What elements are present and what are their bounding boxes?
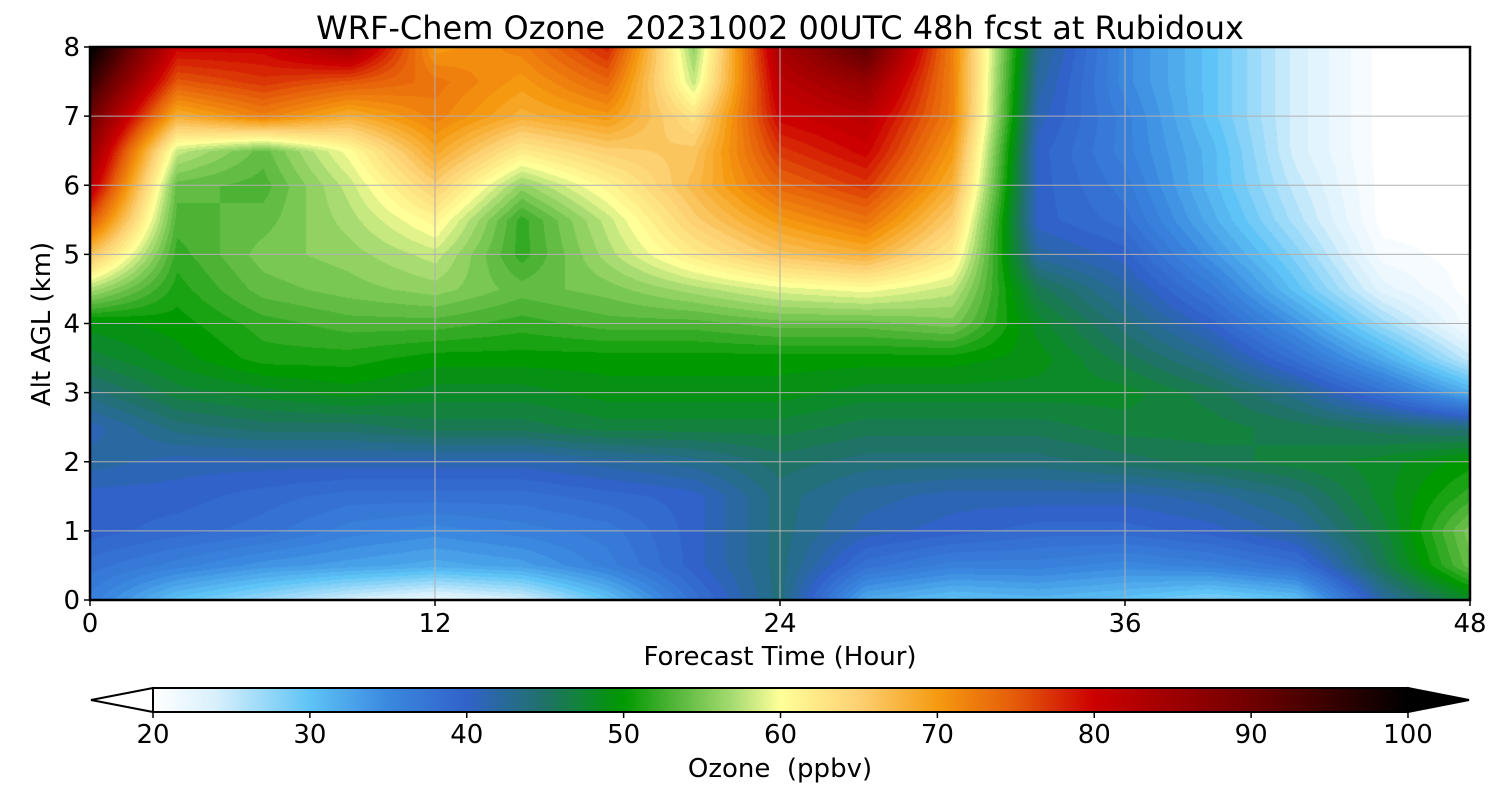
y-tick-label: 6 (63, 171, 80, 201)
plot-area (88, 45, 1472, 602)
x-axis-label: Forecast Time (Hour) (643, 642, 916, 672)
y-tick-label: 7 (63, 102, 80, 132)
colorbar-tick-label: 50 (607, 720, 640, 750)
chart-title: WRF-Chem Ozone 20231002 00UTC 48h fcst a… (316, 9, 1244, 47)
y-tick-label: 2 (63, 448, 80, 478)
x-tick-label: 24 (763, 609, 796, 639)
x-tick-label: 36 (1108, 609, 1141, 639)
colorbar: 20 30 40 50 60 70 80 90 100 Ozone (ppbv) (90, 686, 1470, 784)
colorbar-tick-label: 70 (921, 720, 954, 750)
colorbar-tick-label: 90 (1235, 720, 1268, 750)
y-tick-label: 8 (63, 33, 80, 63)
y-axis-label: Alt AGL (km) (27, 242, 57, 406)
y-tick-label: 4 (63, 310, 80, 340)
colorbar-extend-high (1407, 686, 1470, 714)
y-axis-ticks: 0 1 2 3 4 5 6 7 8 (63, 33, 90, 616)
colorbar-tick-label: 20 (136, 720, 169, 750)
y-tick-label: 0 (63, 586, 80, 616)
x-tick-label: 48 (1453, 609, 1486, 639)
x-tick-label: 0 (82, 609, 99, 639)
colorbar-tick-label: 40 (450, 720, 483, 750)
x-tick-label: 12 (418, 609, 451, 639)
colorbar-ticks: 20 30 40 50 60 70 80 90 100 (136, 712, 1433, 750)
colorbar-extend-low (90, 686, 154, 714)
colorbar-tick-label: 60 (764, 720, 797, 750)
y-tick-label: 5 (63, 240, 80, 270)
colorbar-tick-label: 30 (293, 720, 326, 750)
y-tick-label: 3 (63, 379, 80, 409)
colorbar-tick-label: 80 (1078, 720, 1111, 750)
y-tick-label: 1 (63, 517, 80, 547)
colorbar-gradient (153, 688, 1408, 712)
x-axis-ticks: 0 12 24 36 48 (82, 600, 1487, 639)
colorbar-tick-label: 100 (1383, 720, 1433, 750)
colorbar-label: Ozone (ppbv) (688, 754, 872, 784)
